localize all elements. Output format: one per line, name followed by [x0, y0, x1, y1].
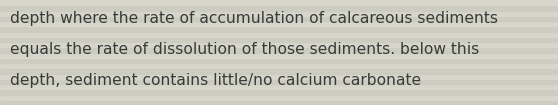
Bar: [0, 26, 558, 32]
Bar: [0, 47, 558, 52]
Bar: [0, 100, 558, 105]
Bar: [0, 0, 558, 5]
Bar: [0, 94, 558, 100]
Bar: [0, 52, 558, 58]
Bar: [0, 5, 558, 10]
Bar: [0, 74, 558, 79]
Bar: [0, 42, 558, 47]
Bar: [0, 58, 558, 63]
Bar: [0, 21, 558, 26]
Text: equals the rate of dissolution of those sediments. below this: equals the rate of dissolution of those …: [10, 42, 479, 57]
Bar: [0, 32, 558, 37]
Bar: [0, 63, 558, 68]
Text: depth, sediment contains little/no calcium carbonate: depth, sediment contains little/no calci…: [10, 73, 421, 88]
Bar: [0, 68, 558, 74]
Bar: [0, 84, 558, 89]
Bar: [0, 37, 558, 42]
Text: depth where the rate of accumulation of calcareous sediments: depth where the rate of accumulation of …: [10, 11, 498, 26]
Bar: [0, 16, 558, 21]
Bar: [0, 79, 558, 84]
Bar: [0, 89, 558, 94]
Bar: [0, 10, 558, 16]
